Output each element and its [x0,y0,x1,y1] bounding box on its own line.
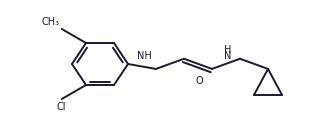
Text: N: N [224,51,232,61]
Text: O: O [195,76,203,86]
Text: Cl: Cl [56,102,65,112]
Text: CH₃: CH₃ [41,17,60,27]
Text: H: H [224,45,232,55]
Text: NH: NH [137,51,151,62]
